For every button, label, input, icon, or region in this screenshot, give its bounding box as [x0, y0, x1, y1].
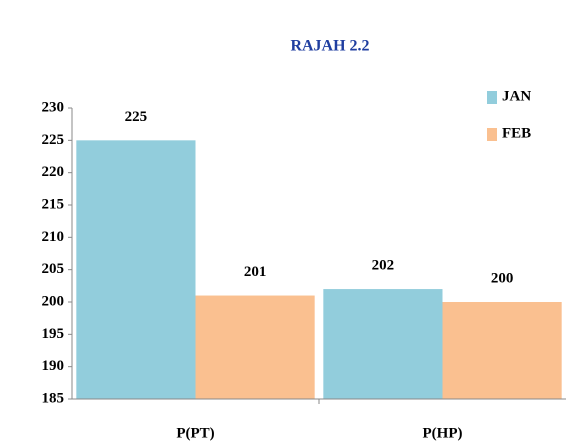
bar	[76, 140, 196, 400]
data-label: 201	[244, 264, 267, 280]
y-tick-label: 185	[42, 390, 65, 406]
y-tick-label: 200	[42, 293, 65, 309]
data-label: 225	[125, 109, 148, 125]
y-tick-label: 225	[42, 132, 65, 148]
y-tick-label: 205	[42, 261, 65, 277]
y-tick-label: 190	[42, 358, 65, 374]
legend-label: JAN	[502, 88, 531, 104]
y-tick-label: 210	[42, 229, 65, 245]
legend-swatch	[487, 91, 497, 104]
y-tick-label: 195	[42, 326, 65, 342]
y-tick-label: 215	[42, 196, 65, 212]
legend-label: FEB	[502, 125, 531, 141]
bar	[323, 289, 443, 399]
chart-title: RAJAH 2.2	[290, 38, 369, 55]
bar	[195, 295, 315, 399]
bar	[442, 302, 562, 399]
legend-swatch	[487, 128, 497, 141]
y-tick-label: 230	[42, 99, 65, 115]
data-label: 202	[372, 258, 395, 274]
x-tick-label: P(PT)	[176, 425, 214, 441]
data-label: 200	[491, 270, 514, 286]
x-tick-label: P(HP)	[423, 425, 463, 441]
y-tick-label: 220	[42, 164, 65, 180]
